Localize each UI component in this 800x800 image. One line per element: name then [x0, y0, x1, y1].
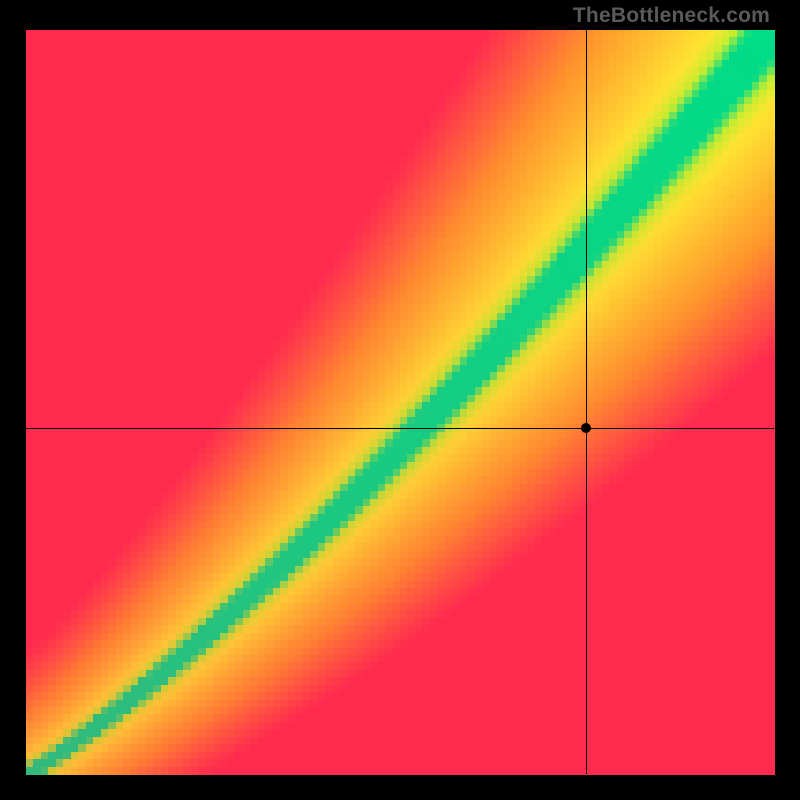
- heatmap-plot-area: [26, 30, 774, 774]
- selection-marker-dot[interactable]: [581, 423, 591, 433]
- crosshair-horizontal: [26, 428, 774, 429]
- bottleneck-heatmap-container: TheBottleneck.com: [0, 0, 800, 800]
- plot-black-frame: [26, 30, 774, 774]
- crosshair-vertical: [586, 30, 587, 774]
- attribution-text: TheBottleneck.com: [573, 4, 770, 28]
